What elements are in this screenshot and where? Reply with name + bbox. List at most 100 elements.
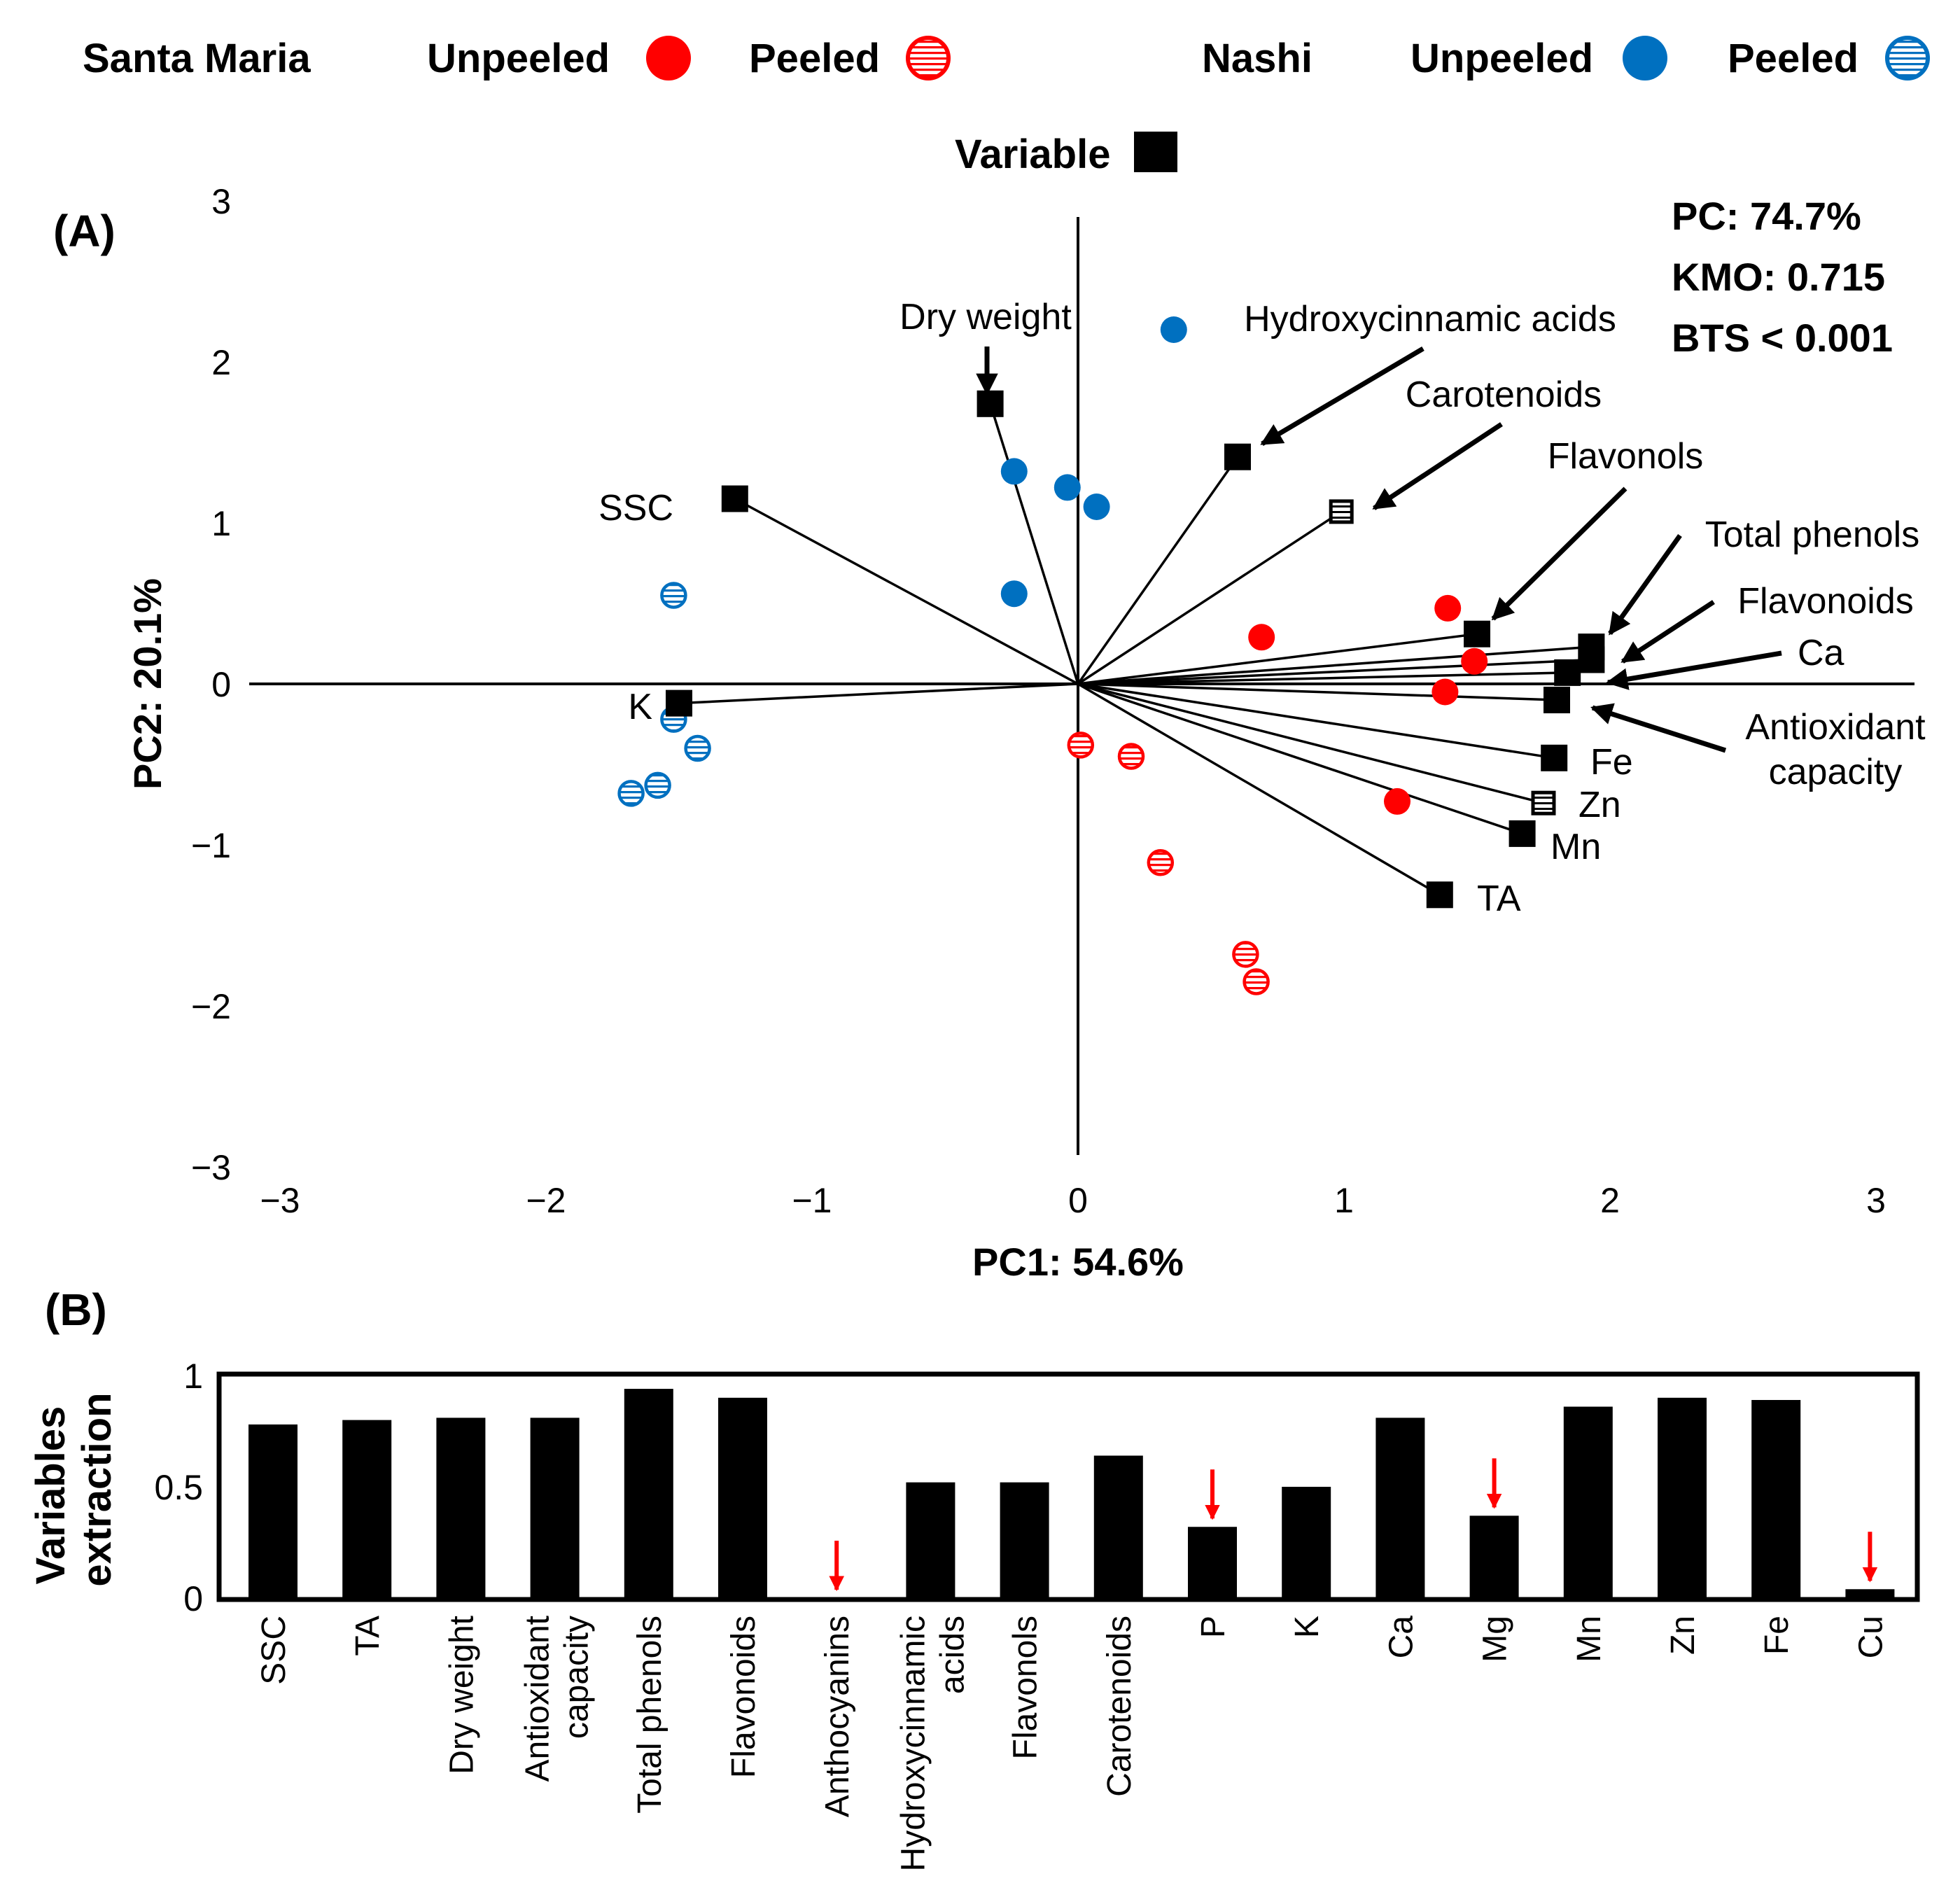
variable-marker-ssc <box>721 485 748 512</box>
bar-y-axis-label-line1: Variables <box>28 1406 74 1585</box>
nashi-unpeeled-point-2 <box>1054 474 1081 501</box>
label-arrow-carotenoids <box>1372 422 1503 510</box>
bar-y-axis-label: Variables extraction <box>28 1392 120 1586</box>
vector-antioxidant-capacity <box>1077 682 1558 701</box>
nashi-peeled-point-2 <box>684 734 711 762</box>
category-label-p-line1: P <box>1195 1616 1232 1638</box>
category-label-k: K <box>1289 1616 1326 1638</box>
category-label-hydroxycinnamic-acids: Hydroxycinnamicacids <box>895 1616 971 1871</box>
label-arrow-total-phenols <box>1608 533 1682 636</box>
variable-markers <box>666 390 1605 909</box>
santa-maria-peeled-point-0 <box>1067 732 1095 759</box>
variable-label-total-phenols: Total phenols <box>1705 514 1919 555</box>
category-label-ca-line1: Ca <box>1382 1616 1420 1659</box>
pca-y-tick-5: 2 <box>211 343 231 382</box>
category-label-cu: Cu <box>1852 1616 1889 1658</box>
variable-label-carotenoids: Carotenoids <box>1406 374 1602 415</box>
category-label-flavonoids: Flavonoids <box>725 1616 762 1778</box>
legend-santa-maria-unpeeled-marker <box>646 36 691 80</box>
category-label-mn: Mn <box>1571 1616 1608 1662</box>
category-label-mg: Mg <box>1477 1616 1514 1662</box>
bar-flavonoids <box>718 1397 767 1598</box>
panel-a-label: (A) <box>53 206 115 256</box>
pca-x-tick-0: −3 <box>260 1181 300 1220</box>
legend-nashi-unpeeled-label: Unpeeled <box>1410 36 1593 81</box>
bar-antioxidant-capacity <box>530 1418 580 1598</box>
santa-maria-peeled-point-2 <box>1147 849 1175 876</box>
category-label-antioxidant-capacity-line1: Antioxidant <box>519 1616 556 1782</box>
category-label-k-line1: K <box>1289 1616 1326 1638</box>
category-label-ssc: SSC <box>255 1616 293 1685</box>
category-label-antioxidant-capacity: Antioxidantcapacity <box>519 1616 596 1782</box>
bar-category-labels: SSC TA Dry weight Antioxidantcapacity Total … <box>255 1616 1889 1872</box>
bar-k <box>1282 1487 1331 1598</box>
nashi-peeled-point-3 <box>644 771 671 799</box>
vector-flavonoids <box>1077 658 1592 685</box>
santa-maria-unpeeled-point-1 <box>1434 594 1462 622</box>
bar-y-tick-0: 0 <box>183 1579 203 1618</box>
category-label-hydroxycinnamic-acids-line1: Hydroxycinnamic <box>895 1616 932 1871</box>
bar-zn <box>1658 1397 1707 1598</box>
category-label-dry-weight: Dry weight <box>443 1616 480 1774</box>
category-label-mg-line1: Mg <box>1477 1616 1514 1662</box>
category-label-dry-weight-line1: Dry weight <box>443 1616 480 1774</box>
variable-marker-flavonoids <box>1578 646 1605 673</box>
bar-ca <box>1376 1418 1425 1598</box>
label-arrow-ca <box>1605 650 1782 690</box>
sample-points <box>617 316 1488 995</box>
bar-hydroxycinnamic-acids <box>906 1482 955 1598</box>
bar-p <box>1188 1527 1237 1598</box>
category-label-zn: Zn <box>1665 1616 1702 1655</box>
bar-y-tick-1: 0.5 <box>154 1468 203 1507</box>
vector-carotenoids <box>1077 510 1343 685</box>
pca-x-tick-labels: −3 −2 −1 0 1 2 3 <box>260 1181 1885 1220</box>
label-arrow-hydroxycinnamic-acids <box>1260 346 1424 447</box>
legend-santa-maria-peeled-marker <box>906 36 951 80</box>
vector-zn <box>1077 682 1544 804</box>
pca-y-axis-label: PC2: 20.1% <box>125 578 169 790</box>
pca-x-tick-2: −1 <box>792 1181 832 1220</box>
variable-marker-flavonols <box>1464 620 1490 648</box>
bar-dry-weight <box>436 1418 486 1598</box>
legend-nashi-peeled-label: Peeled <box>1728 36 1858 81</box>
category-label-fe-line1: Fe <box>1758 1616 1795 1655</box>
category-label-hydroxycinnamic-acids-line2: acids <box>934 1616 971 1694</box>
vector-fe <box>1077 682 1555 760</box>
bar-mg <box>1469 1516 1519 1598</box>
pca-stat-2: BTS < 0.001 <box>1672 316 1893 360</box>
vector-k <box>678 682 1079 705</box>
category-label-cu-line1: Cu <box>1852 1616 1889 1658</box>
pca-y-tick-2: −1 <box>191 826 231 865</box>
vector-total-phenols <box>1077 645 1592 685</box>
pca-y-tick-6: 3 <box>211 182 231 221</box>
pca-stat-1: KMO: 0.715 <box>1672 255 1885 299</box>
pca-x-tick-1: −2 <box>526 1181 566 1220</box>
bar-ta <box>342 1420 392 1598</box>
variable-label-antioxidant-capacity-line1: Antioxidant <box>1745 707 1926 748</box>
pca-biplot: (A) −3 −2 −1 0 1 2 3 −3 −2 −1 0 1 2 3 PC1: 54.6% PC2… <box>53 182 1926 1284</box>
santa-maria-unpeeled-point-3 <box>1432 678 1459 706</box>
bar-y-tick-labels: 00.51 <box>154 1357 203 1618</box>
variable-marker-antioxidant-capacity <box>1544 687 1570 713</box>
category-label-anthocyanins: Anthocyanins <box>819 1616 856 1817</box>
pca-x-tick-4: 1 <box>1334 1181 1354 1220</box>
category-label-total-phenols-line1: Total phenols <box>631 1616 668 1814</box>
pca-x-tick-3: 0 <box>1068 1181 1088 1220</box>
variable-marker-hydroxycinnamic-acids <box>1224 443 1251 470</box>
category-label-zn-line1: Zn <box>1665 1616 1702 1655</box>
extraction-bar-chart: (B) 00.51 Variables extraction SSC TA Dry … <box>28 1284 1920 1872</box>
variable-marker-ca <box>1554 659 1581 686</box>
legend-variable-marker <box>1134 132 1177 172</box>
vector-ta <box>1077 682 1441 896</box>
variable-label-fe: Fe <box>1590 742 1633 783</box>
label-arrows <box>976 346 1782 753</box>
pca-x-tick-5: 2 <box>1600 1181 1620 1220</box>
variable-label-mn: Mn <box>1550 827 1601 867</box>
legend-group-santa-maria: Santa Maria <box>83 36 311 81</box>
vector-flavonols <box>1077 632 1478 685</box>
santa-maria-peeled-point-1 <box>1117 743 1145 770</box>
variable-marker-carotenoids <box>1329 499 1354 524</box>
legend-santa-maria-peeled-label: Peeled <box>749 36 880 81</box>
pca-y-tick-labels: −3 −2 −1 0 1 2 3 <box>191 182 231 1187</box>
variable-marker-k <box>666 690 692 717</box>
